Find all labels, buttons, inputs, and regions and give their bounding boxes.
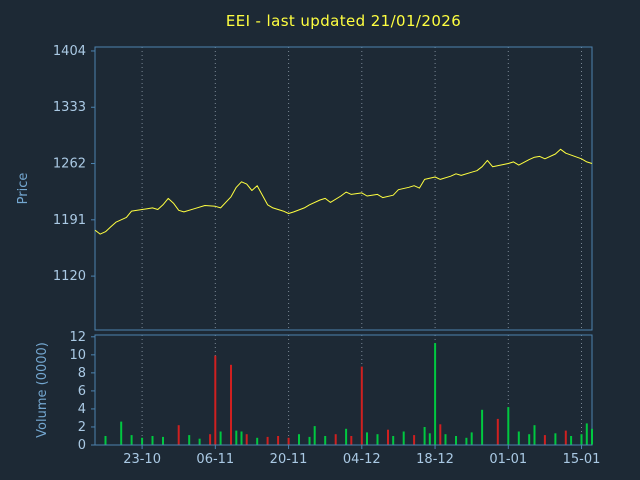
volume-bar [591,428,593,445]
x-tick-label: 15-01 [563,452,601,467]
volume-bar [188,435,191,445]
volume-frame [94,334,593,446]
volume-y-tick-label: 12 [69,330,86,345]
volume-bar [141,437,144,445]
volume-bar [345,428,348,445]
volume-y-tick-label: 4 [78,402,86,417]
volume-bar [230,364,232,445]
volume-y-tick-label: 8 [78,366,86,381]
price-y-tick-label: 1262 [53,157,86,172]
volume-bar [392,436,395,445]
volume-bar [387,429,389,445]
volume-bar [507,407,510,445]
volume-bar [214,355,217,445]
x-tick-label: 06-11 [196,452,234,467]
volume-bar [219,431,222,445]
x-tick-label: 18-12 [416,452,454,467]
volume-bar [298,434,300,445]
price-y-tick-label: 1404 [53,44,86,59]
volume-bar [376,434,379,445]
volume-bar [496,418,499,445]
volume-bar [543,435,546,445]
volume-bar [130,435,133,445]
price-y-tick-label: 1120 [53,269,86,284]
chart-title: EEI - last updated 21/01/2026 [225,12,462,30]
price-line [94,148,593,235]
volume-bar [256,437,259,445]
volume-bar [360,366,363,445]
volume-bar [564,430,567,445]
volume-bar [235,430,238,445]
price-y-tick-label: 1333 [53,100,86,115]
volume-bar [240,431,243,445]
volume-bar [402,431,405,445]
volume-axis-label: Volume (0000) [35,342,50,438]
volume-bar [245,434,248,445]
volume-bar [366,432,368,445]
volume-bar [528,434,531,445]
volume-y-tick-label: 2 [78,420,86,435]
volume-bar [350,436,353,445]
volume-bar [308,436,311,445]
volume-bar [209,434,212,445]
volume-bar [444,434,447,445]
volume-bar [434,343,437,445]
volume-bar [324,436,327,445]
volume-bar [470,432,473,445]
x-tick-label: 04-12 [343,452,381,467]
volume-bar [570,436,573,445]
volume-bar [151,436,154,445]
volume-bar [455,436,457,445]
volume-bar [313,426,316,445]
price-frame [94,46,593,331]
volume-bar [439,424,442,445]
volume-bar [334,434,337,445]
volume-bar [198,438,201,445]
volume-bar [428,433,431,445]
volume-bar [104,436,107,445]
volume-bar [177,425,180,445]
volume-bar [120,421,123,445]
volume-y-tick-label: 0 [78,438,86,453]
volume-bar [580,434,583,445]
volume-bar [533,425,536,445]
price-axis-label: Price [16,173,31,205]
x-tick-label: 23-10 [123,452,161,467]
volume-bar [517,431,520,445]
volume-bar [287,437,290,445]
volume-bar [277,436,280,445]
volume-bar [266,436,269,445]
price-y-tick-label: 1191 [53,213,86,228]
volume-y-tick-label: 10 [69,348,86,363]
volume-bar [162,436,164,445]
volume-bar [554,433,557,445]
x-tick-label: 20-11 [270,452,308,467]
x-tick-label: 01-01 [489,452,527,467]
volume-bar [423,427,426,445]
volume-bar [481,409,484,445]
volume-bar [585,423,588,445]
volume-bar [465,437,468,445]
volume-y-tick-label: 6 [78,384,86,399]
volume-bar [413,435,416,445]
